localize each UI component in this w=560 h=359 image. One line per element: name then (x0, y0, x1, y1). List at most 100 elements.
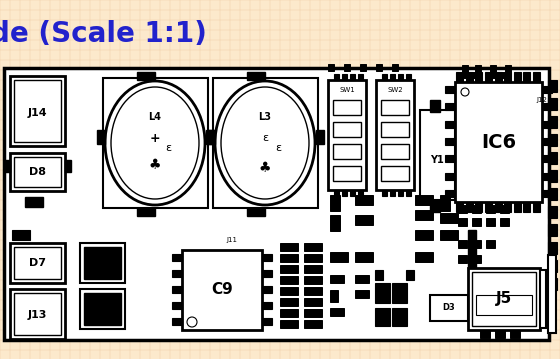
Bar (304, 243, 322, 251)
Bar (465, 72, 473, 82)
Text: ε: ε (275, 143, 281, 153)
Bar (548, 98, 557, 110)
Bar (548, 206, 557, 218)
Bar (542, 155, 552, 162)
Text: ♣: ♣ (259, 161, 271, 175)
Bar (4, 160, 10, 172)
Bar (262, 318, 272, 325)
Bar (415, 230, 433, 240)
Bar (392, 308, 407, 326)
Bar (524, 202, 530, 212)
Bar (548, 80, 557, 92)
Bar (487, 72, 496, 78)
Bar (430, 100, 440, 112)
Bar (390, 74, 395, 80)
Text: L3: L3 (259, 112, 272, 122)
Ellipse shape (461, 88, 469, 96)
Bar (542, 138, 552, 145)
Bar (358, 74, 363, 80)
Bar (375, 283, 390, 303)
Bar (280, 243, 298, 251)
Ellipse shape (221, 87, 309, 199)
Bar (485, 202, 492, 212)
Bar (137, 208, 155, 216)
Bar (542, 190, 552, 197)
Bar (262, 302, 272, 309)
Bar (495, 330, 505, 338)
Bar (542, 86, 552, 93)
Bar (207, 130, 215, 144)
Bar (445, 86, 455, 93)
Bar (524, 72, 530, 82)
Bar (458, 218, 467, 226)
Bar (475, 72, 482, 82)
Bar (548, 260, 557, 272)
Bar (462, 65, 468, 73)
Bar (10, 289, 65, 339)
Bar (172, 302, 182, 309)
Text: J11: J11 (226, 237, 237, 243)
Bar (548, 278, 557, 290)
Bar (458, 205, 467, 213)
Bar (304, 254, 322, 262)
Bar (540, 270, 546, 328)
Bar (172, 270, 182, 277)
Bar (430, 295, 468, 321)
Bar (304, 276, 322, 284)
Text: D3: D3 (442, 303, 455, 312)
Bar (486, 240, 495, 248)
Bar (458, 240, 467, 248)
Bar (445, 121, 455, 128)
Text: IC6: IC6 (481, 132, 516, 151)
Bar (330, 275, 344, 283)
Bar (472, 205, 481, 213)
Bar (480, 330, 490, 338)
Bar (533, 72, 540, 82)
Text: J13: J13 (27, 310, 46, 320)
Bar (304, 309, 322, 317)
Bar (445, 173, 455, 180)
Ellipse shape (187, 317, 197, 327)
Bar (548, 152, 557, 164)
Bar (206, 130, 214, 144)
Text: +: + (150, 131, 160, 145)
Bar (502, 72, 511, 78)
Bar (381, 144, 409, 159)
Bar (172, 286, 182, 293)
Bar (490, 65, 496, 73)
Bar (398, 74, 403, 80)
Text: D8: D8 (29, 167, 45, 177)
Bar (472, 72, 481, 78)
Text: C9: C9 (211, 283, 233, 298)
Bar (494, 202, 502, 212)
Bar (280, 298, 298, 306)
Bar (514, 72, 521, 82)
Text: Y1: Y1 (430, 155, 444, 165)
Bar (330, 290, 338, 302)
Bar (304, 287, 322, 295)
Text: L4: L4 (148, 112, 161, 122)
Bar (355, 290, 369, 298)
Bar (328, 64, 334, 71)
Bar (328, 80, 366, 190)
Bar (381, 166, 409, 181)
Bar (10, 243, 65, 283)
Bar (333, 122, 361, 137)
Bar (12, 230, 30, 240)
Bar (382, 74, 387, 80)
Bar (475, 202, 482, 212)
Bar (510, 330, 520, 338)
Bar (548, 224, 557, 236)
Bar (280, 287, 298, 295)
Bar (548, 255, 556, 333)
Bar (103, 78, 208, 208)
Bar (406, 74, 411, 80)
Bar (80, 243, 125, 283)
Bar (475, 65, 481, 73)
Bar (213, 78, 318, 208)
Bar (333, 144, 361, 159)
Bar (355, 275, 369, 283)
Bar (486, 218, 495, 226)
Bar (500, 218, 509, 226)
Bar (548, 188, 557, 200)
